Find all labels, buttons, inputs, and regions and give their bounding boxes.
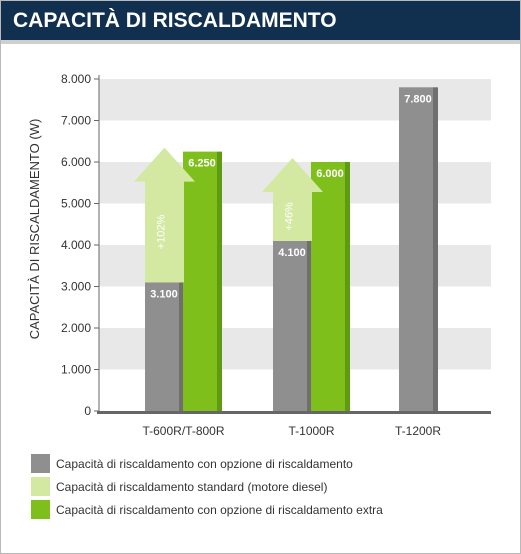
legend-item-heating-option: Capacità di riscaldamento con opzione di…: [31, 453, 501, 476]
bar-side: [179, 282, 184, 411]
legend-label: Capacità di riscaldamento con opzione di…: [56, 457, 353, 471]
bar-heating-option: [145, 282, 179, 411]
data-label: 6.000: [316, 168, 344, 180]
y-tick-label: 4.000: [61, 238, 91, 252]
x-tick-label: T-600R/T-800R: [142, 424, 224, 438]
y-tick-label: 8.000: [61, 72, 91, 86]
legend: Capacità di riscaldamento con opzione di…: [31, 453, 501, 522]
bar-heating-option: [399, 87, 433, 412]
y-tick-label: 6.000: [61, 155, 91, 169]
y-tick-label: 0: [84, 404, 91, 418]
legend-item-standard: Capacità di riscaldamento standard (moto…: [31, 476, 501, 499]
bar-side: [433, 87, 438, 412]
bar-heating-option: [273, 240, 307, 411]
data-label: 6.250: [188, 158, 216, 170]
x-tick-label: T-1200R: [395, 424, 441, 438]
legend-swatch-gray: [31, 454, 50, 473]
increase-arrow: [262, 158, 323, 241]
bar-extra: [183, 151, 217, 411]
percent-annotation: +102%: [156, 214, 168, 249]
increase-arrow: [134, 147, 195, 283]
legend-label: Capacità di riscaldamento con opzione di…: [56, 503, 383, 517]
data-label: 7.800: [404, 93, 432, 105]
y-tick-label: 3.000: [61, 280, 91, 294]
header-bar: CAPACITÀ DI RISCALDAMENTO: [1, 1, 520, 44]
y-tick-label: 5.000: [61, 197, 91, 211]
data-label: 3.100: [150, 288, 178, 300]
y-tick-label: 2.000: [61, 321, 91, 335]
bar-extra: [311, 162, 345, 411]
bar-chart: 0 1.000 2.000 3.000 4.000 5.000 6.000 7.000 8.00…: [27, 72, 491, 438]
y-tick-label: 1.000: [61, 363, 91, 377]
legend-swatch-light-green: [31, 477, 50, 496]
bars: 3.100 6.250 4.100 6.000 7.800: [145, 87, 438, 412]
data-label: 4.100: [278, 247, 306, 259]
bar-side: [217, 151, 222, 411]
legend-swatch-green: [31, 500, 50, 519]
legend-label: Capacità di riscaldamento standard (moto…: [56, 480, 328, 494]
x-axis-labels: T-600R/T-800R T-1000R T-1200R: [142, 424, 441, 438]
y-axis-title: CAPACITÀ DI RISCALDAMENTO (W): [27, 119, 42, 340]
increase-arrows: +102% +46%: [134, 147, 323, 283]
y-tick-label: 7.000: [61, 114, 91, 128]
legend-item-extra: Capacità di riscaldamento con opzione di…: [31, 499, 501, 522]
percent-annotation: +46%: [284, 202, 296, 231]
page-title: CAPACITÀ DI RISCALDAMENTO: [13, 9, 337, 32]
y-axis-ticks: 0 1.000 2.000 3.000 4.000 5.000 6.000 7.000 8.00…: [61, 72, 491, 418]
bar-side: [345, 162, 350, 411]
bar-side: [307, 240, 312, 411]
x-tick-label: T-1000R: [288, 424, 334, 438]
x-axis-line: [97, 411, 491, 414]
